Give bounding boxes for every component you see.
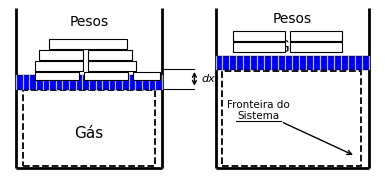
Bar [49, 39, 127, 49]
Text: Sistema: Sistema [238, 111, 280, 121]
Bar [233, 31, 285, 41]
Bar [134, 72, 159, 80]
Bar [35, 61, 83, 71]
Bar [88, 61, 136, 71]
Bar [16, 75, 162, 89]
Bar [233, 42, 285, 52]
Text: Gás: Gás [74, 126, 104, 141]
Bar [35, 72, 79, 80]
Text: Gás: Gás [278, 40, 307, 55]
Text: dx: dx [201, 74, 215, 84]
Bar [223, 71, 361, 166]
Bar [290, 31, 342, 41]
Bar [39, 50, 83, 60]
Bar [84, 72, 129, 80]
Text: Pesos: Pesos [69, 15, 109, 29]
Bar [216, 56, 369, 69]
Bar [23, 90, 155, 166]
Text: Pesos: Pesos [273, 12, 312, 26]
Text: Fronteira do: Fronteira do [227, 100, 290, 110]
Bar [290, 42, 342, 52]
Bar [88, 50, 132, 60]
